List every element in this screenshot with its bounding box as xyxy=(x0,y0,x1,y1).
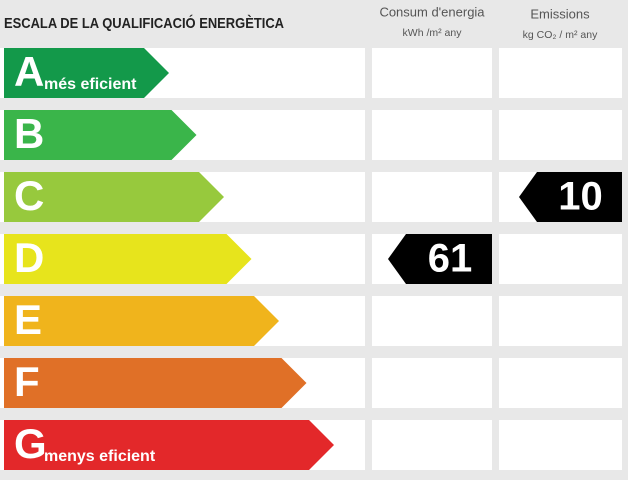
value-indicator xyxy=(388,234,492,284)
rating-letter: C xyxy=(14,172,44,219)
rating-arrow xyxy=(4,172,224,222)
rating-letter: G xyxy=(14,420,47,467)
title: ESCALA DE LA QUALIFICACIÓ ENERGÈTICA xyxy=(4,14,284,32)
cell xyxy=(499,296,622,346)
cell xyxy=(499,358,622,408)
value: 10 xyxy=(558,175,603,219)
rating-arrow xyxy=(4,234,252,284)
column-header: Emissions xyxy=(530,6,590,21)
cell xyxy=(372,48,492,98)
rating-arrow xyxy=(4,48,169,98)
column-unit: kWh /m² any xyxy=(403,27,463,39)
cell xyxy=(499,48,622,98)
value: 61 xyxy=(428,237,473,281)
cell xyxy=(372,358,492,408)
rating-letter: E xyxy=(14,296,42,343)
cell xyxy=(499,420,622,470)
column-header: Consum d'energia xyxy=(379,4,485,19)
cell xyxy=(372,296,492,346)
value-indicator xyxy=(519,172,622,222)
rating-arrow xyxy=(4,296,279,346)
cell xyxy=(499,110,622,160)
cell xyxy=(372,420,492,470)
rating-arrow xyxy=(4,358,307,408)
cell xyxy=(372,110,492,160)
rating-arrow xyxy=(4,110,197,160)
rating-letter: A xyxy=(14,48,44,95)
column-unit: kg CO₂ / m² any xyxy=(523,29,598,41)
rating-letter: D xyxy=(14,234,44,281)
rating-label: menys eficient xyxy=(44,448,156,465)
rating-letter: F xyxy=(14,358,40,405)
cell xyxy=(372,172,492,222)
rating-label: més eficient xyxy=(44,76,137,93)
rating-arrow xyxy=(4,420,334,470)
rating-letter: B xyxy=(14,110,44,157)
cell xyxy=(499,234,622,284)
